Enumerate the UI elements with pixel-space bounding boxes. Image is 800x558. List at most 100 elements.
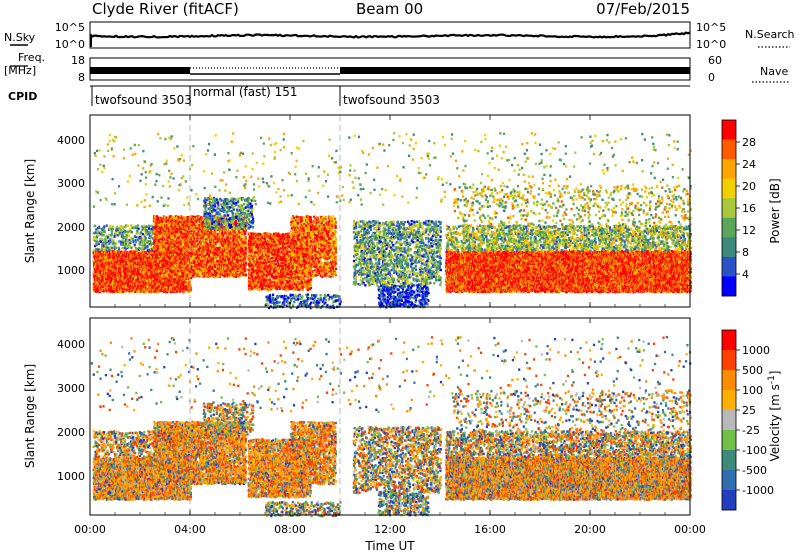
power-cell: [128, 235, 130, 237]
power-cell: [129, 228, 131, 230]
power-cell: [145, 237, 147, 239]
power-cell: [154, 216, 156, 218]
power-cell: [137, 224, 139, 226]
cpid-segment-label: twofsound 3503: [95, 93, 192, 107]
power-cell: [163, 236, 165, 238]
nsearch-tick-high: 10^5: [696, 21, 726, 34]
power-cell: [144, 243, 146, 245]
power-cell: [178, 223, 180, 225]
power-cell: [188, 282, 190, 284]
nsky-tick-high: 10^5: [55, 21, 85, 34]
nsearch-label: N.Search: [745, 28, 795, 41]
power-cell: [111, 232, 113, 234]
power-cell: [111, 230, 113, 232]
power-cell: [122, 226, 124, 228]
power-cell: [126, 236, 128, 238]
power-cell: [108, 250, 110, 252]
date-title: 07/Feb/2015: [596, 0, 690, 18]
power-cell: [115, 242, 117, 244]
power-cell: [125, 243, 127, 245]
power-cell: [137, 228, 139, 230]
power-cell: [148, 249, 150, 251]
power-cell: [130, 224, 132, 226]
power-cell: [172, 240, 174, 242]
power-cell: [205, 236, 207, 238]
power-cell: [94, 237, 96, 239]
power-cell: [139, 243, 141, 245]
power-cell: [122, 239, 124, 241]
power-cell: [132, 238, 134, 240]
power-cell: [112, 240, 114, 242]
power-cell: [138, 232, 140, 234]
power-cell: [130, 247, 132, 249]
power-cell: [112, 228, 114, 230]
power-cell: [134, 277, 136, 279]
nsky-trace: [90, 33, 690, 38]
power-cell: [168, 251, 170, 253]
power-cell: [165, 275, 167, 277]
nsearch-tick-low: 10^0: [696, 38, 726, 51]
power-cell: [120, 241, 122, 243]
power-cell: [196, 220, 198, 222]
power-cell: [135, 236, 137, 238]
freq-band-twofsound: [90, 67, 190, 74]
power-cell: [134, 244, 136, 246]
power-cell: [127, 225, 129, 227]
power-cell: [93, 249, 95, 251]
power-cell: [104, 248, 106, 250]
freq-tick-low: 8: [78, 71, 85, 84]
power-cell: [168, 254, 170, 256]
power-cell: [124, 230, 126, 232]
power-cell: [115, 247, 117, 249]
power-cell: [109, 225, 111, 227]
nave-tick-high: 60: [708, 54, 722, 67]
power-cell: [103, 226, 105, 228]
power-cell: [126, 239, 128, 241]
power-cell: [136, 233, 138, 235]
power-cell: [185, 288, 187, 290]
power-cell: [101, 238, 103, 240]
power-cell: [132, 241, 134, 243]
power-cell: [140, 237, 142, 239]
power-cell: [147, 230, 149, 232]
power-cell: [105, 275, 107, 277]
power-cell: [182, 272, 184, 274]
power-cell: [176, 231, 178, 233]
power-cell: [181, 253, 183, 255]
power-heatmap: [93, 115, 693, 309]
power-cell: [115, 232, 117, 234]
power-cell: [118, 247, 120, 249]
power-cell: [176, 275, 178, 277]
beam-title: Beam 00: [356, 0, 423, 18]
power-cell: [98, 227, 100, 229]
cpid-segment-label: twofsound 3503: [343, 93, 440, 107]
freq-tick-high: 18: [71, 54, 85, 67]
power-cell: [148, 227, 150, 229]
power-cell: [127, 230, 129, 232]
power-cell: [94, 240, 96, 242]
nsky-tick-low: 10^0: [55, 38, 85, 51]
power-cell: [150, 235, 152, 237]
power-cell: [103, 228, 105, 230]
power-cell: [131, 231, 133, 233]
power-cell: [103, 234, 105, 236]
power-cell: [195, 260, 197, 262]
power-cell: [130, 241, 132, 243]
nsky-label: N.Sky: [4, 31, 36, 44]
power-cell: [142, 233, 144, 235]
cpid-label: CPID: [8, 90, 37, 103]
power-cell: [121, 247, 123, 249]
power-cell: [97, 234, 99, 236]
power-cell: [94, 225, 96, 227]
station-title: Clyde River (fitACF): [92, 0, 239, 18]
power-cell: [123, 236, 125, 238]
freq-trace: [90, 67, 690, 74]
power-cell: [148, 225, 150, 227]
power-cell: [165, 220, 167, 222]
power-cell: [110, 237, 112, 239]
cpid-segment-label: normal (fast) 151: [193, 85, 297, 99]
power-cell: [106, 224, 108, 226]
power-cell: [139, 234, 141, 236]
power-cell: [203, 269, 205, 271]
